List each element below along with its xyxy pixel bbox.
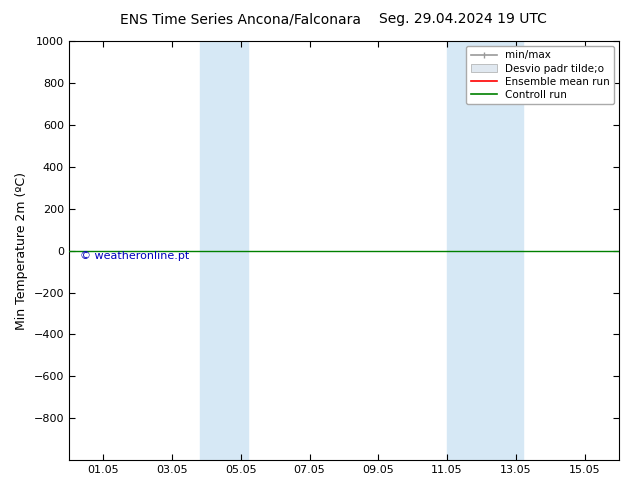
Y-axis label: Min Temperature 2m (ºC): Min Temperature 2m (ºC)	[15, 172, 28, 330]
Legend: min/max, Desvio padr tilde;o, Ensemble mean run, Controll run: min/max, Desvio padr tilde;o, Ensemble m…	[467, 46, 614, 104]
Text: © weatheronline.pt: © weatheronline.pt	[80, 251, 189, 261]
Bar	[200, 41, 248, 460]
Text: ENS Time Series Ancona/Falconara: ENS Time Series Ancona/Falconara	[120, 12, 361, 26]
Text: Seg. 29.04.2024 19 UTC: Seg. 29.04.2024 19 UTC	[379, 12, 547, 26]
Bar	[447, 41, 523, 460]
